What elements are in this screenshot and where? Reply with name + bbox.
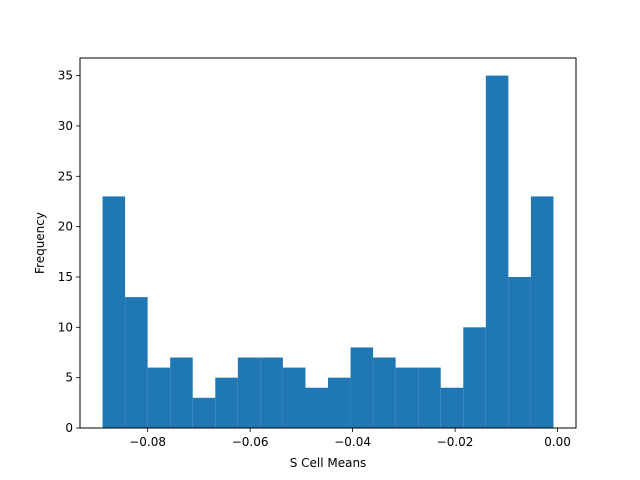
histogram-bar <box>192 397 216 428</box>
histogram-bar <box>530 196 554 428</box>
bars-group <box>102 75 554 428</box>
x-tick-label: −0.04 <box>334 435 371 449</box>
y-tick-label: 30 <box>58 119 73 133</box>
histogram-bar <box>373 357 396 428</box>
y-tick-label: 20 <box>58 220 73 234</box>
x-tick-label: −0.08 <box>129 435 166 449</box>
y-axis-label: Frequency <box>33 212 47 274</box>
x-axis-ticks: −0.08 −0.06 −0.04 −0.02 0.00 <box>129 428 571 449</box>
y-tick-label: 25 <box>58 169 73 183</box>
y-tick-label: 5 <box>65 371 73 385</box>
y-tick-label: 15 <box>58 270 73 284</box>
histogram-bar <box>260 357 283 428</box>
y-tick-label: 10 <box>58 320 73 334</box>
histogram-bar <box>440 387 464 428</box>
histogram-bar <box>463 327 486 428</box>
histogram-bar <box>125 297 148 428</box>
y-axis-ticks: 0 5 10 15 20 25 30 35 <box>58 69 80 435</box>
plot-frame <box>79 57 577 429</box>
y-tick-label: 35 <box>58 69 73 83</box>
histogram-bar <box>485 75 509 428</box>
x-axis-label: S Cell Means <box>290 456 367 470</box>
histogram-bar <box>102 196 126 428</box>
histogram-bar <box>328 377 351 428</box>
histogram-bar <box>170 357 193 428</box>
histogram-bar <box>215 377 238 428</box>
histogram-bar <box>418 367 441 428</box>
histogram-bar <box>508 276 531 428</box>
histogram-bar <box>350 347 374 428</box>
histogram-bar <box>282 367 306 428</box>
x-tick-label: 0.00 <box>544 435 571 449</box>
x-tick-label: −0.06 <box>232 435 269 449</box>
histogram-bar <box>305 387 328 428</box>
y-tick-label: 0 <box>65 421 73 435</box>
histogram-bar <box>237 357 261 428</box>
histogram-bar <box>395 367 419 428</box>
histogram-bar <box>147 367 171 428</box>
x-tick-label: −0.02 <box>437 435 474 449</box>
